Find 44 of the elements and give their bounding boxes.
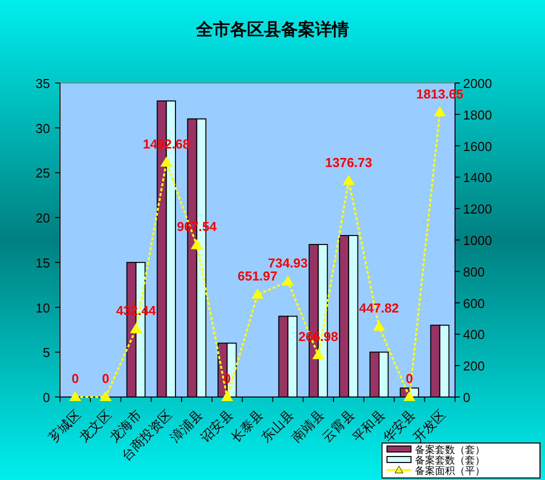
y2-tick-label: 400 <box>463 327 485 342</box>
legend-label: 备案套数（套） <box>415 454 485 466</box>
legend-label: 备案套数（套） <box>415 444 485 456</box>
y2-tick-label: 1600 <box>463 138 492 154</box>
y2-tick-label: 0 <box>463 390 470 405</box>
point <box>373 320 386 331</box>
data-label: 0 <box>406 371 414 386</box>
y-tick-label: 15 <box>36 255 50 270</box>
y2-tick-label: 800 <box>463 264 485 280</box>
data-label: 1376.73 <box>325 154 372 170</box>
y2-tick-label: 600 <box>463 296 485 311</box>
data-label: 0 <box>72 371 79 386</box>
point <box>434 106 446 116</box>
data-label: 0 <box>224 371 231 386</box>
point <box>312 349 324 360</box>
y-tick-label: 5 <box>42 345 50 360</box>
y2-tick-label: 1000 <box>463 233 492 248</box>
y2-tick-label: 2000 <box>463 76 492 91</box>
data-label: 0 <box>102 371 110 386</box>
y2-tick-label: 1400 <box>463 170 492 186</box>
point <box>252 288 264 299</box>
y2-tick-label: 1200 <box>463 202 492 217</box>
point <box>130 323 142 334</box>
point <box>69 391 82 401</box>
y2-tick-label: 200 <box>463 358 485 374</box>
y-tick-label: 25 <box>36 166 50 181</box>
point <box>190 239 203 250</box>
y-tick-label: 35 <box>36 76 50 91</box>
point <box>221 391 234 401</box>
y-tick-label: 10 <box>36 300 50 316</box>
data-label: 734.93 <box>268 256 308 271</box>
y2-tick-label: 1800 <box>463 107 492 122</box>
point <box>282 276 294 286</box>
point <box>160 156 172 167</box>
y-tick-label: 20 <box>36 210 50 226</box>
point <box>342 174 355 185</box>
chart-title: 全市各区县备案详情 <box>195 19 349 39</box>
data-label: 447.82 <box>359 300 399 316</box>
data-label: 651.97 <box>238 268 278 284</box>
y-tick-label: 0 <box>42 390 50 405</box>
point <box>403 391 416 401</box>
point <box>100 391 112 401</box>
legend-label: 备案面积（平） <box>415 465 485 477</box>
y-tick-label: 30 <box>36 120 50 136</box>
